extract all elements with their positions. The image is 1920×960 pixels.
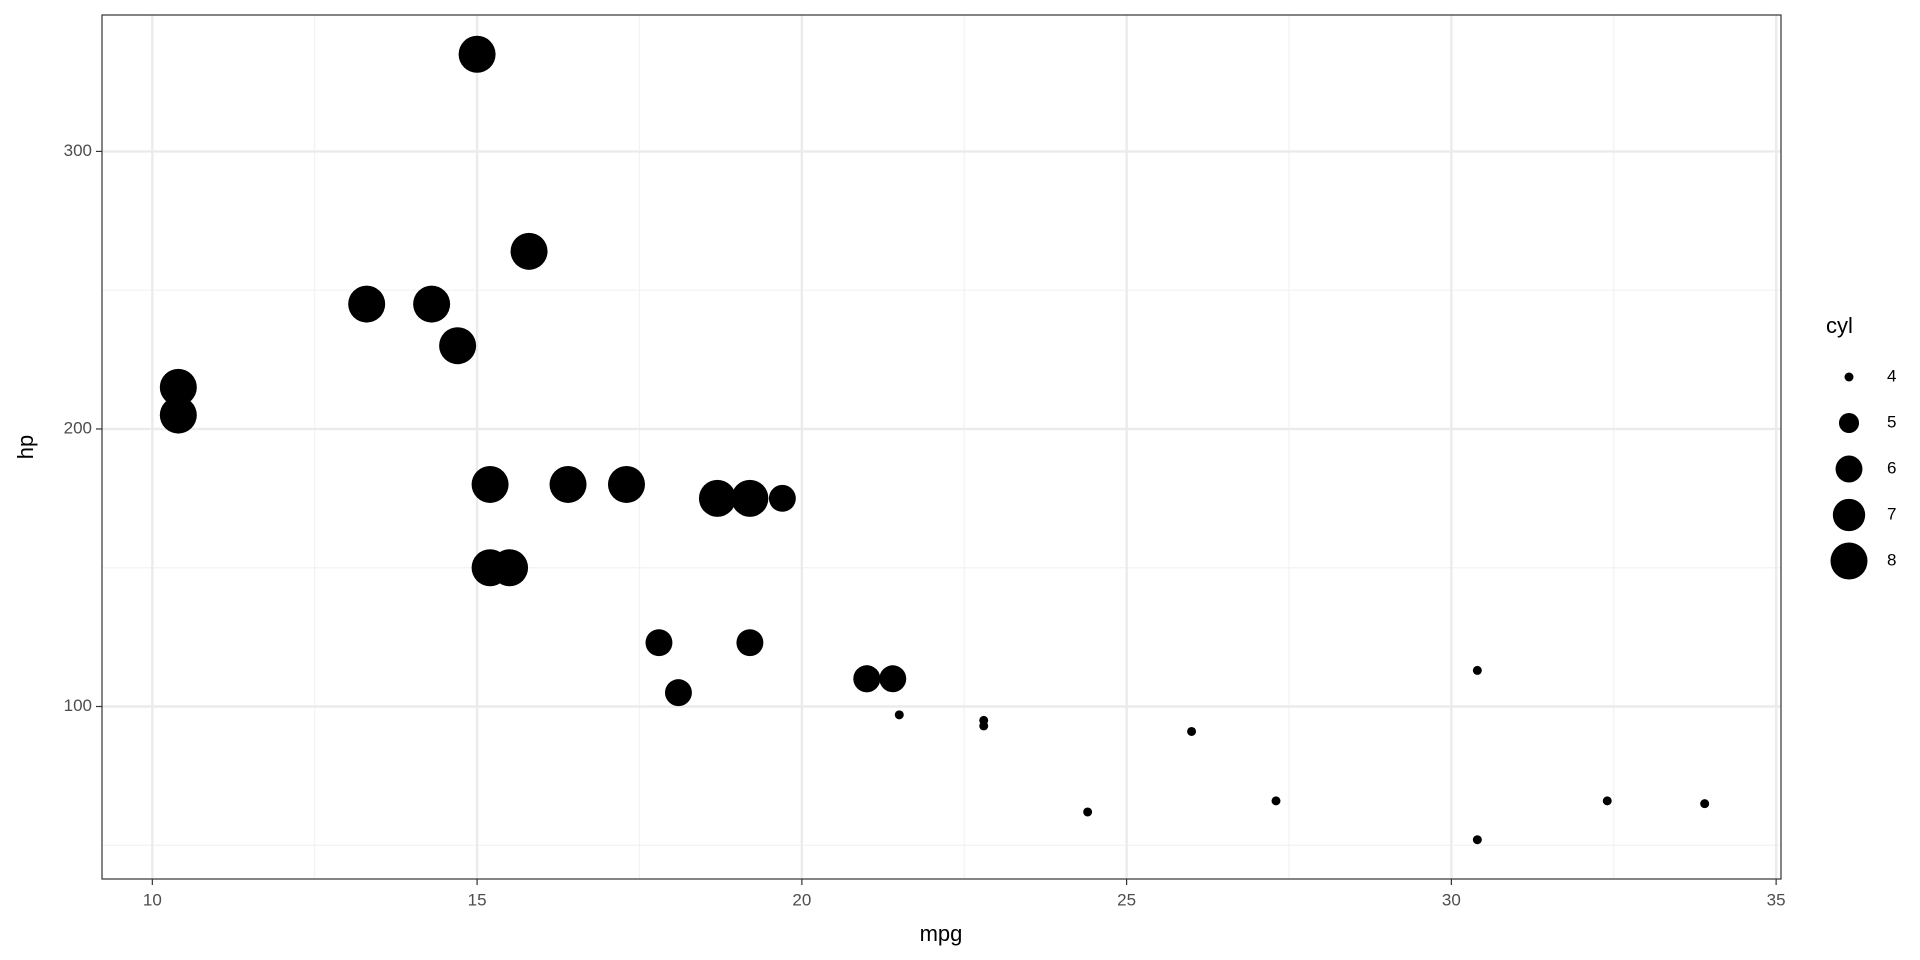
point <box>1187 726 1197 736</box>
point <box>768 484 796 512</box>
point <box>413 285 451 323</box>
legend-label: 8 <box>1887 550 1896 569</box>
panel-border <box>101 14 1782 880</box>
point <box>894 710 904 720</box>
legend-key <box>1838 412 1860 434</box>
x-tick-label: 30 <box>1442 890 1461 909</box>
point <box>471 549 509 587</box>
point <box>736 629 764 657</box>
point <box>1472 835 1482 845</box>
legend-key <box>1835 455 1863 483</box>
x-tick-label: 35 <box>1767 890 1786 909</box>
legend-key <box>1832 498 1866 532</box>
legend-label: 6 <box>1887 458 1896 477</box>
point <box>645 629 673 657</box>
point <box>1083 807 1093 817</box>
point <box>1472 665 1482 675</box>
point <box>549 465 587 503</box>
point <box>664 679 692 707</box>
y-tick-label: 200 <box>64 418 92 437</box>
legend-title: cyl <box>1826 313 1853 338</box>
point <box>471 465 509 503</box>
y-axis-title: hp <box>13 435 38 459</box>
legend-label: 7 <box>1887 504 1896 523</box>
panel <box>102 15 1781 879</box>
point <box>979 715 989 725</box>
y-tick-label: 300 <box>64 141 92 160</box>
point <box>348 285 386 323</box>
point <box>439 327 477 365</box>
point <box>888 677 898 687</box>
point <box>159 396 197 434</box>
point <box>731 479 769 517</box>
point <box>698 479 736 517</box>
point <box>1602 796 1612 806</box>
legend-key <box>1830 542 1868 580</box>
legend-key <box>1844 372 1854 382</box>
point <box>1271 796 1281 806</box>
legend-label: 4 <box>1887 366 1896 385</box>
point <box>458 35 496 73</box>
point <box>853 665 881 693</box>
legend-label: 5 <box>1887 412 1896 431</box>
x-tick-label: 20 <box>792 890 811 909</box>
x-tick-label: 15 <box>468 890 487 909</box>
y-tick-label: 100 <box>64 696 92 715</box>
x-tick-label: 25 <box>1117 890 1136 909</box>
point <box>1700 799 1710 809</box>
point <box>159 368 197 406</box>
point <box>607 465 645 503</box>
x-axis-title: mpg <box>920 921 963 946</box>
x-tick-label: 10 <box>143 890 162 909</box>
point <box>510 232 548 270</box>
